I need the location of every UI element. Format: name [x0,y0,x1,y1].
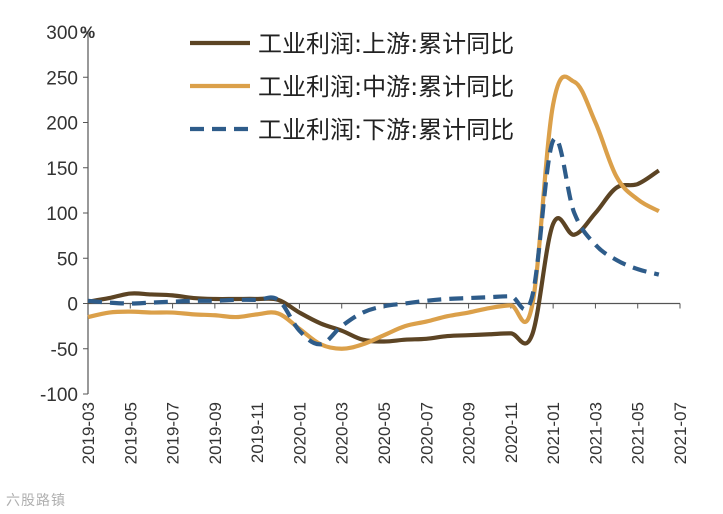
series-line-midstream [87,74,660,351]
legend-item-downstream: 工业利润:下游:累计同比 [190,116,514,144]
x-tick-label: 2020-07 [417,402,436,464]
x-tick-label: 2021-07 [671,402,690,464]
x-tick-label: 2019-07 [164,402,183,464]
legend-label: 工业利润:上游:累计同比 [258,30,514,58]
legend-label: 工业利润:中游:累计同比 [258,73,514,101]
x-tick-label: 2021-01 [544,402,563,464]
y-tick-label: -50 [51,340,78,361]
x-tick-label: 2020-05 [375,402,394,464]
y-tick-label: 50 [57,249,78,270]
x-tick-label: 2020-01 [290,402,309,464]
y-tick-label: 150 [46,159,78,180]
y-axis-ticks: 300 250 200 150 100 50 0 -50 -100 [40,23,88,406]
y-tick-label: -100 [40,385,78,406]
legend-item-midstream: 工业利润:中游:累计同比 [190,73,514,101]
x-tick-label: 2019-11 [248,402,267,463]
x-tick-label: 2021-03 [586,402,605,464]
watermark-text: 六股路镇 [6,493,66,509]
y-tick-label: 0 [67,295,78,316]
y-tick-label: 250 [46,68,78,89]
legend-item-upstream: 工业利润:上游:累计同比 [190,30,514,58]
y-tick-label: 200 [46,114,78,135]
x-tick-label: 2019-03 [79,402,98,464]
x-tick-label: 2020-03 [333,402,352,464]
y-tick-label: 100 [46,204,78,225]
series-line-downstream [87,136,660,347]
legend-label: 工业利润:下游:累计同比 [258,116,514,144]
x-tick-label: 2019-05 [121,402,140,464]
y-axis-unit-label: % [80,23,95,42]
x-tick-label: 2021-05 [629,402,648,464]
x-tick-label: 2019-09 [206,402,225,464]
y-tick-label: 300 [46,23,78,44]
series-lines [87,74,661,351]
series-line-upstream [87,168,661,346]
x-axis-ticks: 2019-03 2019-05 2019-07 2019-09 2019-11 2020-… [79,303,690,464]
x-tick-label: 2020-11 [502,402,521,463]
x-tick-label: 2020-09 [460,402,479,464]
